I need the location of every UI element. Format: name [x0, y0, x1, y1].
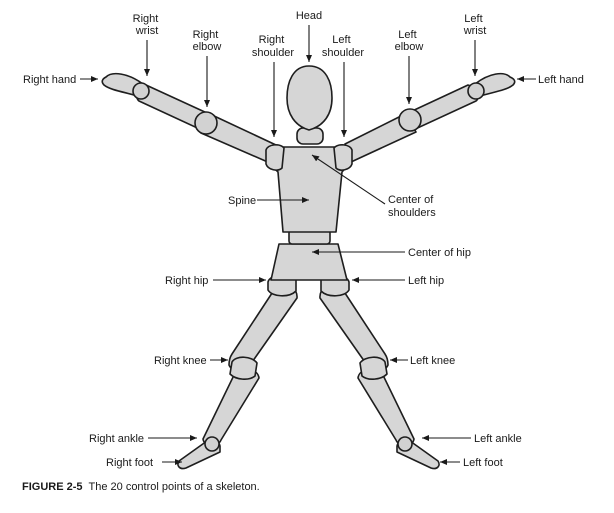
- label-left-shoulder: Left shoulder: [322, 34, 365, 59]
- pointer-arrows: [80, 25, 536, 465]
- right-ankle-joint: [204, 436, 220, 452]
- figure-number: FIGURE 2-5: [22, 481, 83, 493]
- label-right-elbow: Right elbow: [193, 29, 222, 53]
- label-center-of-shoulders: Center of shoulders: [388, 194, 436, 219]
- left-elbow-joint: [398, 108, 422, 132]
- label-left-ankle: Left ankle: [474, 433, 522, 445]
- arrow-center-of-shoulders: [311, 154, 386, 205]
- left-shoulder-joint: [333, 144, 353, 171]
- left-ankle-joint: [397, 436, 413, 452]
- left-knee-joint: [359, 356, 388, 380]
- left-shin-shape: [357, 367, 415, 447]
- point-labels: Head Right wrist Right elbow Right shoul…: [23, 10, 584, 469]
- label-left-elbow: Left elbow: [395, 29, 424, 53]
- head-shape: [286, 65, 333, 131]
- left-wrist-joint: [467, 82, 485, 100]
- label-right-shoulder: Right shoulder: [252, 34, 295, 59]
- label-left-foot: Left foot: [463, 457, 503, 469]
- label-right-hip: Right hip: [165, 275, 208, 287]
- label-left-wrist: Left wrist: [463, 13, 487, 37]
- label-left-hand: Left hand: [538, 74, 584, 86]
- right-elbow-joint: [194, 111, 218, 135]
- caption-text: The 20 control points of a skeleton.: [88, 481, 260, 493]
- right-shoulder-joint: [265, 144, 285, 171]
- mannequin-figure: [101, 65, 516, 470]
- figure-caption: FIGURE 2-5 The 20 control points of a ske…: [22, 481, 260, 493]
- label-head: Head: [296, 10, 322, 22]
- label-right-foot: Right foot: [106, 457, 153, 469]
- right-wrist-joint: [132, 82, 150, 100]
- right-knee-joint: [229, 356, 258, 380]
- label-right-ankle: Right ankle: [89, 433, 144, 445]
- label-left-hip: Left hip: [408, 275, 444, 287]
- label-right-knee: Right knee: [154, 355, 207, 367]
- label-right-wrist: Right wrist: [133, 13, 162, 37]
- label-left-knee: Left knee: [410, 355, 455, 367]
- label-right-hand: Right hand: [23, 74, 76, 86]
- right-shin-shape: [202, 367, 260, 447]
- pelvis-shape: [270, 243, 348, 281]
- label-center-of-hip: Center of hip: [408, 247, 471, 259]
- label-spine: Spine: [228, 195, 256, 207]
